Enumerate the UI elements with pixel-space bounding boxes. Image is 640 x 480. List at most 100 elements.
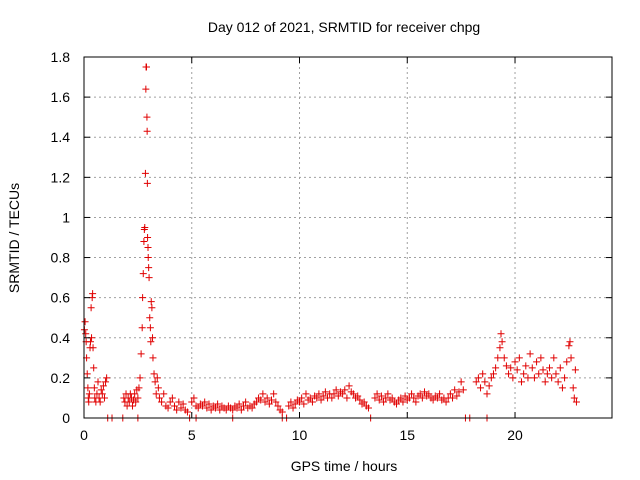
data-point [496,344,504,352]
data-point [371,394,379,402]
data-point [449,394,457,402]
data-point [524,374,532,382]
data-point [166,398,174,406]
y-tick-label: 1.2 [51,169,71,185]
y-tick-label: 0.8 [51,250,71,266]
data-point [139,270,147,278]
data-point [397,394,405,402]
y-tick-label: 0.6 [51,290,71,306]
data-point [570,394,578,402]
data-point [139,294,147,302]
data-point [418,394,426,402]
data-point [235,400,243,408]
data-point [558,384,566,392]
x-tick-label: 15 [399,427,415,443]
data-point [492,364,500,372]
data-point [319,392,327,400]
data-point [140,238,148,246]
data-point [128,402,136,410]
data-point [155,394,163,402]
data-point [330,390,338,398]
data-point [472,378,480,386]
data-point [87,304,95,312]
data-point [214,400,222,408]
data-point [416,390,424,398]
data-point [148,304,156,312]
data-point [143,179,151,187]
data-point [300,400,308,408]
data-point [203,404,211,412]
data-point [345,382,353,390]
data-point [446,390,454,398]
data-point [141,223,149,231]
data-point [528,364,536,372]
data-point [530,374,538,382]
data-point [99,382,107,390]
data-point [242,398,250,406]
data-point [252,398,260,406]
y-tick-label: 1.4 [51,129,71,145]
data-point [502,362,510,370]
data-point [507,364,515,372]
data-point [388,394,396,402]
data-point [546,364,554,372]
data-point [85,390,93,398]
data-point [239,402,247,410]
data-point [550,354,558,362]
data-point [85,398,93,406]
data-point [94,378,102,386]
data-point [354,392,362,400]
data-point [257,396,265,404]
data-point [497,330,505,338]
data-point [410,394,418,402]
data-point [274,402,282,410]
y-tick-label: 1 [62,209,70,225]
data-point [298,394,306,402]
data-point [222,406,230,414]
data-point [457,378,465,386]
x-axis-label: GPS time / hours [291,458,398,474]
data-point [373,390,381,398]
data-point [349,390,357,398]
data-point [141,169,149,177]
data-point [296,398,304,406]
data-point [537,354,545,362]
y-tick-label: 1.6 [51,89,71,105]
data-point [143,113,151,121]
data-point [377,392,385,400]
data-point [138,324,146,332]
data-point [561,374,569,382]
data-point [190,394,198,402]
data-point [509,374,517,382]
data-point [96,398,104,406]
data-point [201,398,209,406]
data-point [207,406,215,414]
data-point [481,378,489,386]
data-point [144,254,152,262]
data-point [392,400,400,408]
data-point [267,396,275,404]
data-point [526,350,534,358]
data-point [151,378,159,386]
data-point [143,127,151,135]
data-point [455,388,463,396]
data-point [289,404,297,412]
data-point [100,394,108,402]
y-tick-label: 1.8 [51,49,71,65]
data-point [382,394,390,402]
x-tick-label: 5 [188,427,196,443]
grid-layer [84,57,612,418]
data-point [321,388,329,396]
data-point [149,334,157,342]
data-point [168,394,176,402]
chart-title: Day 012 of 2021, SRMTID for receiver chp… [208,19,480,35]
data-point [332,386,340,394]
data-point [569,384,577,392]
data-point [134,394,142,402]
data-point [436,390,444,398]
data-point [306,394,314,402]
data-point [522,362,530,370]
points-layer [80,63,580,422]
data-point [494,354,502,362]
y-tick-label: 0.4 [51,330,71,346]
